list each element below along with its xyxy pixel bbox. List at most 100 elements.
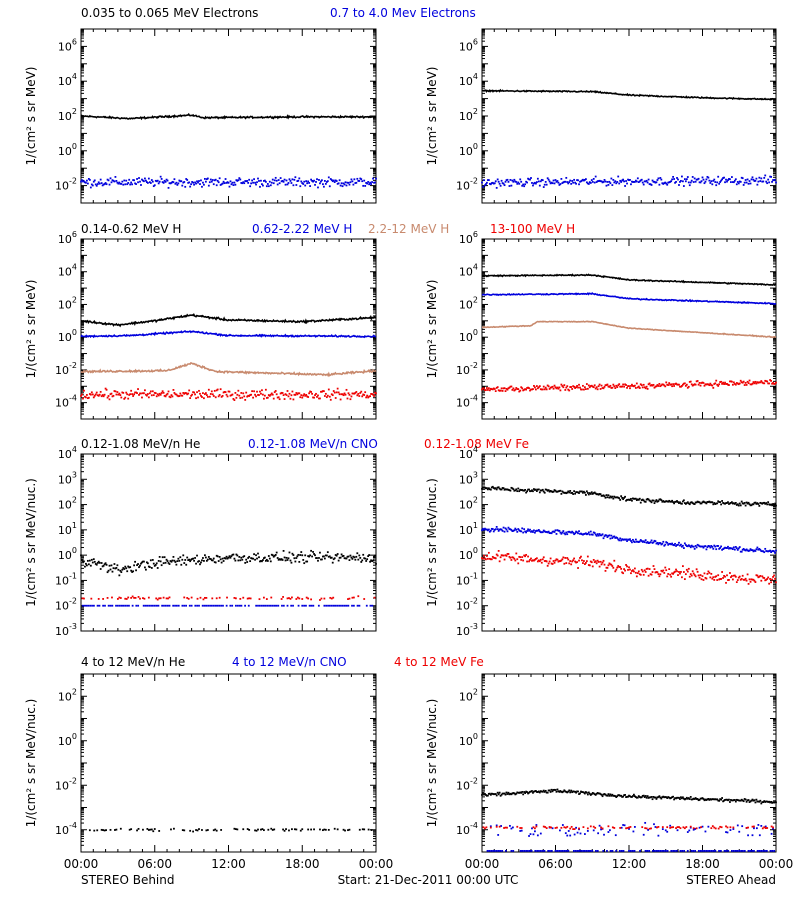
data-point xyxy=(138,177,140,179)
data-point xyxy=(704,798,707,801)
data-point xyxy=(743,549,746,551)
data-point xyxy=(490,388,493,390)
data-point xyxy=(569,791,572,794)
data-point xyxy=(647,383,650,386)
data-point xyxy=(512,387,515,390)
data-point xyxy=(202,392,204,395)
data-point xyxy=(708,500,711,503)
data-point xyxy=(493,182,496,185)
data-point xyxy=(536,834,539,837)
data-point xyxy=(700,502,703,505)
data-point xyxy=(318,557,320,559)
data-point xyxy=(627,385,629,388)
data-point xyxy=(700,382,703,384)
data-point xyxy=(486,528,488,531)
data-point xyxy=(587,564,590,566)
data-point xyxy=(701,575,704,578)
data-point xyxy=(152,830,155,833)
data-point xyxy=(239,559,242,562)
data-point xyxy=(564,491,567,494)
data-point xyxy=(223,557,226,559)
data-point xyxy=(727,179,729,182)
data-point xyxy=(535,824,538,826)
data-point xyxy=(611,184,614,186)
data-point xyxy=(345,557,348,560)
data-point xyxy=(511,530,514,533)
data-point xyxy=(111,395,114,398)
data-point xyxy=(193,559,195,562)
data-point xyxy=(109,604,112,607)
data-point xyxy=(705,577,708,580)
data-point xyxy=(533,182,535,185)
data-point xyxy=(560,492,563,495)
data-point xyxy=(740,798,743,801)
data-point xyxy=(546,489,549,492)
data-point xyxy=(367,396,370,399)
data-point xyxy=(160,392,163,394)
data-point xyxy=(277,604,280,607)
data-point xyxy=(299,829,302,832)
data-point xyxy=(580,532,582,535)
data-point xyxy=(566,834,569,837)
data-point xyxy=(340,553,343,556)
data-point xyxy=(757,824,760,826)
data-point xyxy=(561,791,564,794)
data-point xyxy=(680,543,682,546)
data-point xyxy=(730,380,732,383)
data-point xyxy=(569,560,572,562)
data-point xyxy=(572,790,575,793)
data-point xyxy=(600,494,603,497)
data-point xyxy=(675,382,677,385)
data-point xyxy=(754,801,757,804)
data-point xyxy=(591,849,594,852)
data-point xyxy=(542,556,545,559)
data-point xyxy=(775,504,777,507)
data-point xyxy=(619,566,622,568)
data-point xyxy=(533,384,535,387)
data-point xyxy=(129,566,132,569)
data-point xyxy=(588,386,591,389)
data-point xyxy=(322,390,325,393)
data-point xyxy=(309,554,312,557)
data-point xyxy=(632,538,634,541)
data-point xyxy=(306,395,309,398)
data-point xyxy=(572,385,575,388)
data-point xyxy=(167,597,169,600)
data-point xyxy=(199,183,201,185)
data-point xyxy=(688,503,691,506)
data-point xyxy=(701,825,704,828)
data-point xyxy=(564,180,567,183)
data-point xyxy=(670,575,673,578)
data-point xyxy=(365,604,368,607)
data-point xyxy=(692,181,695,183)
data-point xyxy=(628,566,630,569)
data-point xyxy=(596,849,599,852)
data-point xyxy=(149,828,152,831)
data-point xyxy=(568,530,571,533)
data-point xyxy=(512,792,515,794)
data-point xyxy=(270,596,273,599)
data-point xyxy=(668,181,671,184)
data-point xyxy=(137,827,140,830)
data-point xyxy=(686,570,689,573)
data-point xyxy=(293,178,296,181)
data-point xyxy=(619,794,622,797)
data-point xyxy=(767,178,770,181)
data-point xyxy=(600,563,603,566)
data-point xyxy=(696,570,699,573)
data-point xyxy=(538,184,541,187)
data-point xyxy=(663,500,666,503)
data-point xyxy=(508,793,511,796)
data-point xyxy=(596,792,599,794)
data-point xyxy=(528,791,530,794)
data-point xyxy=(681,502,683,505)
data-point xyxy=(610,496,613,499)
data-point xyxy=(694,849,697,852)
data-point xyxy=(334,604,337,607)
data-point xyxy=(165,178,168,181)
series-blue xyxy=(481,174,777,189)
data-point xyxy=(189,397,192,399)
data-point xyxy=(155,604,158,607)
data-point xyxy=(206,829,209,831)
data-point xyxy=(312,604,315,607)
